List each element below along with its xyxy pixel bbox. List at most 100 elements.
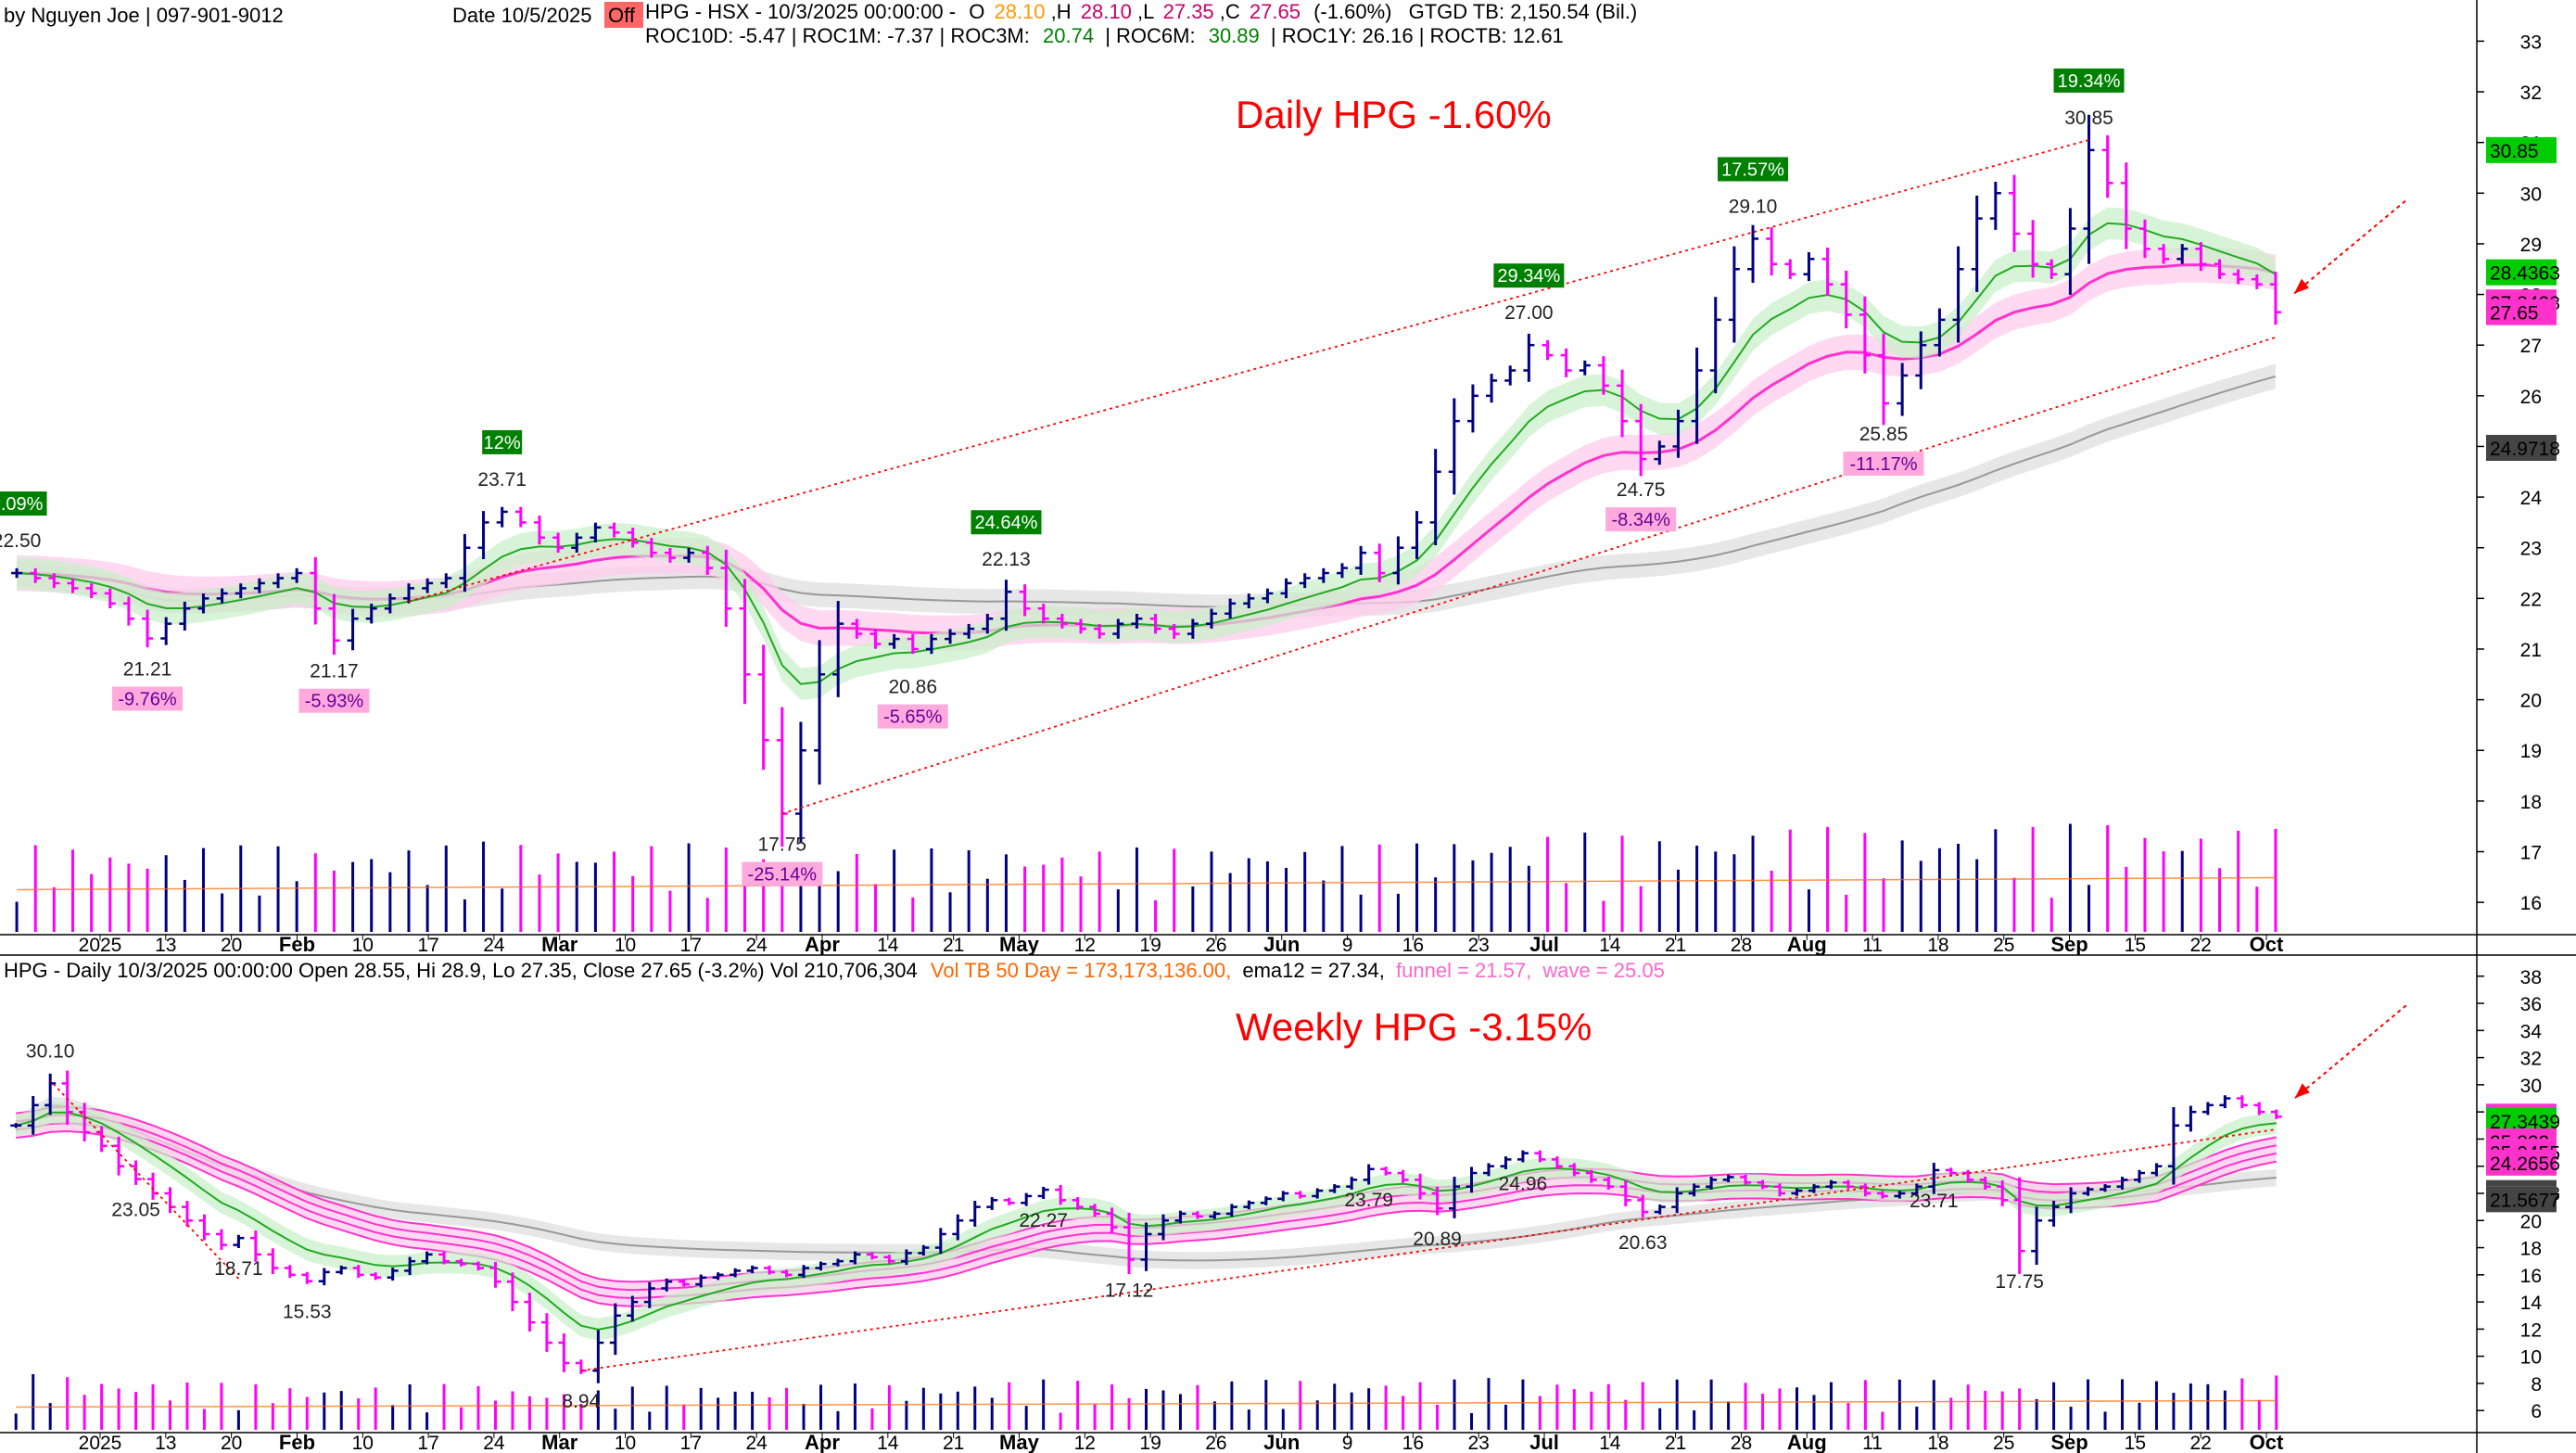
x-tick-label: 26 (1205, 935, 1226, 956)
x-tick-label: 21 (1665, 1433, 1686, 1453)
price-annotation: 22.13 (982, 549, 1031, 570)
y-tick-label: 16 (2520, 893, 2542, 914)
close-value: 27.65 (1250, 0, 1301, 23)
x-tick-label: 25 (1993, 935, 2014, 956)
x-tick-label: 18 (1927, 935, 1948, 956)
funnel-label: funnel = 21.57, (1396, 959, 1531, 982)
x-tick-label: 22 (2190, 935, 2212, 956)
x-tick-label: 10 (352, 935, 374, 956)
x-tick-label: May (999, 933, 1040, 956)
pct-badge (1718, 157, 1789, 182)
chart-header: by Nguyen Joe | 097-901-9012 Date 10/5/2… (0, 0, 1637, 47)
x-tick-label: 15 (2125, 935, 2146, 956)
red-arrow (2293, 199, 2406, 295)
red-arrow (2294, 1004, 2407, 1100)
price-annotation: 20.89 (1413, 1229, 1462, 1250)
price-annotation: 21.21 (123, 659, 172, 681)
price-annotation: 17.75 (1995, 1271, 2044, 1293)
y-tick-label: 20 (2520, 1211, 2542, 1232)
pct-badge (298, 688, 370, 713)
pct-badge-label: -25.14% (748, 865, 818, 886)
y-tick-label: 23 (2520, 539, 2542, 560)
roc6m-value: 30.89 (1209, 24, 1260, 47)
price-annotation: 20.63 (1618, 1232, 1668, 1254)
price-tag-label: 24.9718 (2490, 439, 2560, 460)
x-tick-label: 16 (1402, 1433, 1424, 1453)
y-tick-label: 14 (2520, 1293, 2543, 1314)
price-annotation: 21.17 (310, 661, 359, 682)
y-tick-label: 36 (2520, 994, 2542, 1015)
x-tick-label: 19 (1139, 1433, 1161, 1453)
y-tick-label: 21 (2520, 640, 2542, 661)
roc-short: ROC10D: -5.47 | ROC1M: -7.37 | ROC3M: (645, 24, 1030, 47)
x-tick-label: 14 (877, 935, 899, 956)
low-value: 27.35 (1163, 0, 1214, 23)
vol-tb-label: Vol TB 50 Day = 173,173,136.00, (931, 959, 1231, 982)
y-tick-label: 10 (2520, 1347, 2542, 1369)
off-toggle[interactable]: Off (608, 4, 636, 27)
ema-band (17, 207, 2276, 700)
x-tick-label: 10 (615, 935, 636, 956)
price-tag-label: 21.5677 (2490, 1190, 2560, 1211)
x-tick-label: 2025 (79, 935, 122, 956)
x-tick-label: 21 (943, 935, 964, 956)
x-tick-label: Apr (805, 933, 840, 956)
y-tick-label: 26 (2520, 387, 2542, 408)
x-tick-label: 11 (1862, 1433, 1883, 1453)
x-tick-label: Apr (805, 1431, 840, 1453)
x-tick-label: Aug (1787, 1431, 1827, 1453)
y-tick-label: 19 (2520, 741, 2542, 762)
price-tag (2486, 136, 2557, 163)
pct-badge (1843, 452, 1924, 477)
change-value: (-1.60%) (1313, 0, 1391, 23)
x-tick-label: 11 (1862, 935, 1883, 956)
daily-chart-title: Daily HPG -1.60% (1236, 93, 1552, 136)
y-tick-label: 24 (2520, 488, 2543, 509)
x-tick-label: Mar (541, 1431, 578, 1453)
x-tick-label: 21 (943, 1433, 964, 1453)
price-tag (2486, 434, 2557, 461)
open-value: 28.10 (994, 0, 1045, 23)
svg-text:HPG - Daily 10/3/2025 00:00:00: HPG - Daily 10/3/2025 00:00:00 Open 28.5… (4, 959, 1665, 982)
x-tick-label: 17 (680, 1433, 702, 1453)
x-tick-label: 24 (746, 1433, 768, 1453)
pct-badge (1493, 263, 1565, 288)
x-tick-label: Mar (541, 933, 578, 956)
x-tick-label: Feb (279, 933, 315, 956)
y-tick-label: 16 (2520, 1266, 2542, 1287)
x-tick-label: Aug (1787, 933, 1827, 956)
x-tick-label: 13 (155, 935, 176, 956)
x-tick-label: 24 (483, 935, 505, 956)
price-tag-label: 30.85 (2490, 141, 2539, 162)
price-annotation: 23.05 (111, 1200, 160, 1221)
x-tick-label: 20 (221, 1433, 242, 1453)
low-label: ,L (1137, 0, 1154, 23)
price-annotation: 23.71 (477, 469, 527, 491)
price-annotation: 27.00 (1504, 302, 1554, 324)
pct-badge (482, 429, 523, 454)
x-tick-label: 9 (1342, 935, 1353, 956)
roc-rest: | ROC1Y: 26.16 | ROCTB: 12.61 (1271, 24, 1564, 47)
pct-badge (877, 704, 948, 729)
gtgd-value: GTGD TB: 2,150.54 (Bil.) (1409, 0, 1638, 23)
weekly-chart-title: Weekly HPG -3.15% (1236, 1005, 1592, 1049)
quote-line: HPG - HSX - 10/3/2025 00:00:00 - O 28.10… (645, 0, 1637, 23)
x-tick-label: Jun (1263, 933, 1300, 956)
price-annotation: 24.96 (1499, 1174, 1548, 1195)
x-tick-label: 24 (483, 1433, 505, 1453)
x-tick-label: Sep (2050, 1431, 2087, 1453)
axes: 1617181920212223242526272829303132332025… (79, 32, 2543, 1453)
support-trend-line (781, 336, 2277, 815)
x-tick-label: Oct (2250, 1431, 2284, 1453)
price-annotation: 29.10 (1729, 196, 1778, 217)
x-tick-label: Sep (2050, 933, 2087, 956)
y-tick-label: 12 (2520, 1319, 2542, 1341)
price-annotation: 20.86 (888, 677, 937, 698)
pct-badge-label: -5.93% (305, 692, 364, 712)
y-tick-label: 17 (2520, 843, 2542, 864)
symbol-label: HPG - HSX - 10/3/2025 00:00:00 - (645, 0, 956, 23)
price-annotation: 24.75 (1617, 479, 1666, 501)
price-tag (2486, 1149, 2557, 1176)
price-annotation: 18.71 (214, 1258, 263, 1280)
